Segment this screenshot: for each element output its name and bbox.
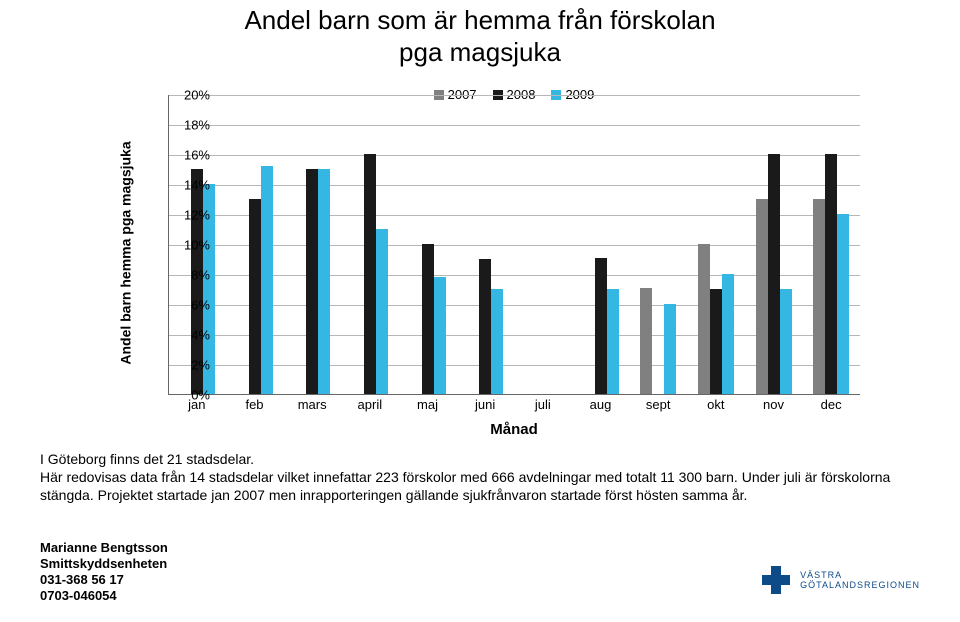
bar [780,289,792,394]
y-tick-label: 14% [166,178,210,193]
logo-cross-icon [760,564,792,596]
bar [640,288,652,395]
y-tick-label: 16% [166,148,210,163]
bar [607,289,619,394]
x-tick-label: juni [475,397,495,412]
logo-text-line-2: GÖTALANDSREGIONEN [800,580,920,590]
x-tick-label: juli [535,397,551,412]
y-tick-label: 2% [166,358,210,373]
y-tick-label: 8% [166,268,210,283]
bar-cluster [294,169,330,394]
bars-layer [168,95,860,395]
bar-cluster [813,154,849,394]
bar [364,154,376,394]
bar [318,169,330,394]
x-tick-label: nov [763,397,784,412]
footer-unit: Smittskyddsenheten [40,556,168,572]
x-tick-label: mars [298,397,327,412]
y-axis-title: Andel barn hemma pga magsjuka [118,141,134,364]
x-tick-label: maj [417,397,438,412]
x-axis-title: Månad [168,421,860,438]
bar [813,199,825,394]
bar-cluster [237,166,273,394]
y-tick-label: 20% [166,88,210,103]
y-tick-label: 4% [166,328,210,343]
bar [595,258,607,395]
y-tick-label: 10% [166,238,210,253]
bar [710,289,722,394]
bar [261,166,273,394]
bar [664,304,676,394]
x-tick-label: aug [590,397,612,412]
page-root: Andel barn som är hemma från förskolan p… [0,0,960,622]
bar [825,154,837,394]
footer-phone1: 031-368 56 17 [40,572,168,588]
bar-cluster [640,288,676,395]
title-line-2: pga magsjuka [0,36,960,68]
bar [479,259,491,394]
bar [306,169,318,394]
caption: I Göteborg finns det 21 stadsdelar. Här … [40,450,920,504]
x-tick-label: okt [707,397,724,412]
footer-contact: Marianne Bengtsson Smittskyddsenheten 03… [40,540,168,604]
logo-text: VÄSTRA GÖTALANDSREGIONEN [800,570,920,590]
footer-phone2: 0703-046054 [40,588,168,604]
x-tick-label: sept [646,397,671,412]
caption-line-2: Här redovisas data från 14 stadsdelar vi… [40,468,920,504]
y-tick-label: 12% [166,208,210,223]
x-tick-label: april [358,397,383,412]
bar [491,289,503,394]
bar-cluster [352,154,388,394]
x-tick-label: jan [188,397,205,412]
chart-area: 200720082009 Andel barn hemma pga magsju… [120,95,860,425]
bar-cluster [467,259,503,394]
bar-cluster [756,154,792,394]
chart-title: Andel barn som är hemma från förskolan p… [0,4,960,68]
bar [249,199,261,394]
bar [422,244,434,394]
bar-cluster [583,258,619,395]
title-line-1: Andel barn som är hemma från förskolan [0,4,960,36]
bar [768,154,780,394]
bar-cluster [410,244,446,394]
bar [698,244,710,394]
caption-line-1: I Göteborg finns det 21 stadsdelar. [40,450,920,468]
logo: VÄSTRA GÖTALANDSREGIONEN [760,564,920,596]
bar-cluster [698,244,734,394]
x-tick-label: dec [821,397,842,412]
x-tick-label: feb [245,397,263,412]
bar [837,214,849,394]
y-tick-label: 6% [166,298,210,313]
bar [756,199,768,394]
bar [434,277,446,394]
logo-text-line-1: VÄSTRA [800,570,920,580]
bar [722,274,734,394]
y-tick-label: 18% [166,118,210,133]
footer-name: Marianne Bengtsson [40,540,168,556]
bar [376,229,388,394]
